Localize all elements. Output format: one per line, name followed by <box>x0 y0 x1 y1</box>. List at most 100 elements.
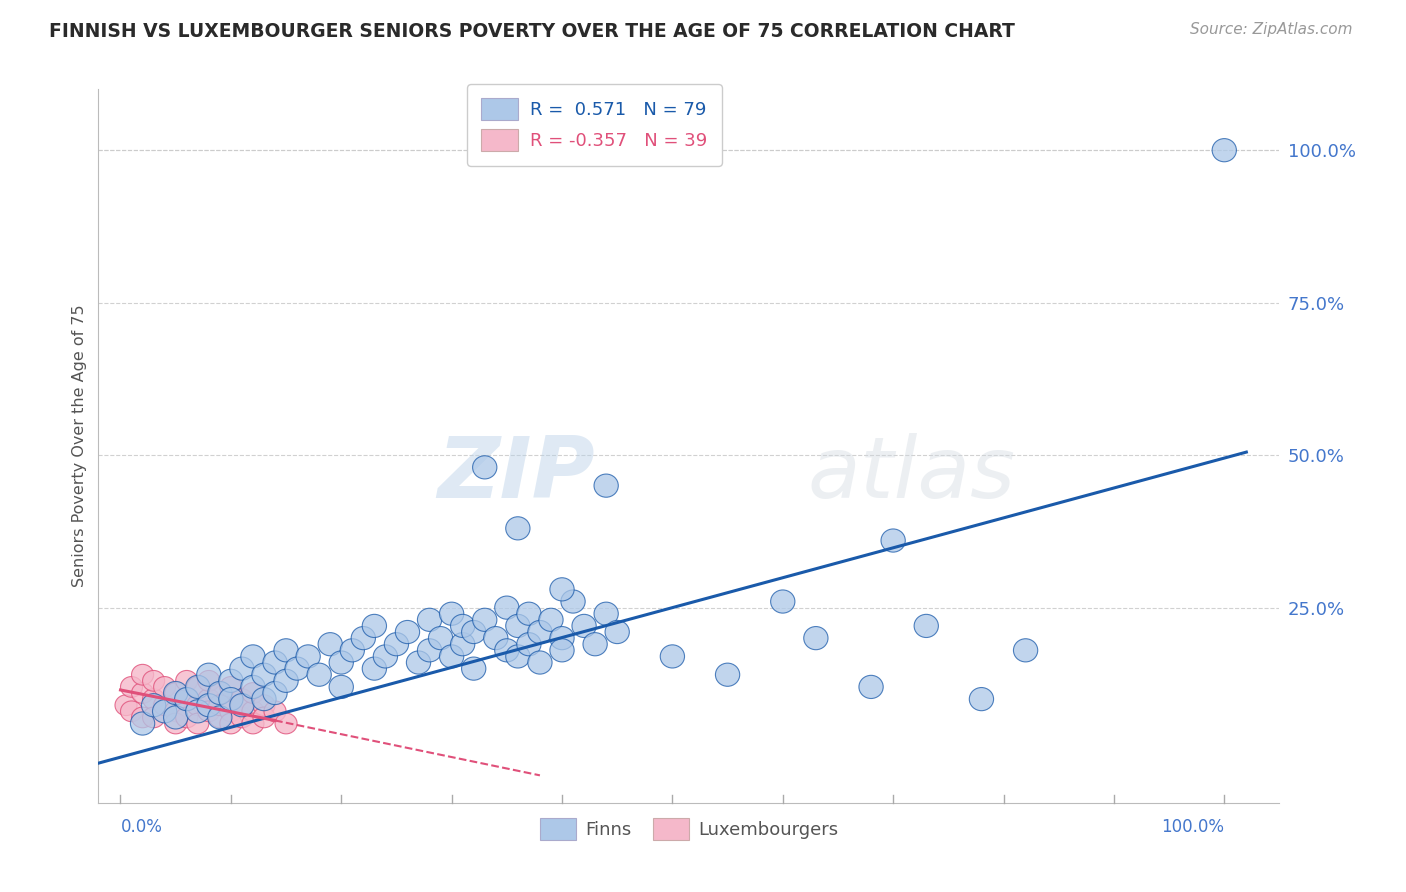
Ellipse shape <box>550 626 574 649</box>
Ellipse shape <box>484 626 508 649</box>
Text: ZIP: ZIP <box>437 433 595 516</box>
Ellipse shape <box>187 695 209 715</box>
Ellipse shape <box>142 689 165 709</box>
Ellipse shape <box>231 689 253 709</box>
Ellipse shape <box>165 682 187 704</box>
Ellipse shape <box>274 639 298 662</box>
Ellipse shape <box>176 671 198 691</box>
Ellipse shape <box>550 639 574 662</box>
Text: 100.0%: 100.0% <box>1161 818 1225 836</box>
Ellipse shape <box>373 645 398 668</box>
Ellipse shape <box>198 701 219 722</box>
Text: atlas: atlas <box>807 433 1015 516</box>
Ellipse shape <box>264 701 285 722</box>
Ellipse shape <box>231 707 253 728</box>
Ellipse shape <box>605 621 630 644</box>
Ellipse shape <box>363 615 387 638</box>
Ellipse shape <box>253 695 276 715</box>
Ellipse shape <box>131 712 155 735</box>
Ellipse shape <box>209 695 231 715</box>
Ellipse shape <box>593 474 619 497</box>
Ellipse shape <box>914 615 938 638</box>
Ellipse shape <box>165 701 187 722</box>
Ellipse shape <box>969 688 994 711</box>
Ellipse shape <box>716 663 740 686</box>
Ellipse shape <box>163 706 188 729</box>
Ellipse shape <box>242 682 264 704</box>
Ellipse shape <box>583 632 607 656</box>
Ellipse shape <box>186 699 209 723</box>
Ellipse shape <box>263 681 287 705</box>
Ellipse shape <box>593 602 619 625</box>
Ellipse shape <box>219 669 243 692</box>
Ellipse shape <box>661 645 685 668</box>
Ellipse shape <box>253 707 276 728</box>
Ellipse shape <box>132 665 153 685</box>
Ellipse shape <box>165 713 187 734</box>
Ellipse shape <box>395 621 419 644</box>
Ellipse shape <box>219 688 243 711</box>
Ellipse shape <box>384 632 409 656</box>
Ellipse shape <box>263 651 287 674</box>
Ellipse shape <box>527 651 553 674</box>
Ellipse shape <box>219 676 242 698</box>
Ellipse shape <box>882 529 905 552</box>
Ellipse shape <box>208 681 232 705</box>
Ellipse shape <box>329 675 353 698</box>
Ellipse shape <box>187 713 209 734</box>
Ellipse shape <box>859 675 883 698</box>
Ellipse shape <box>276 713 297 734</box>
Ellipse shape <box>197 663 221 686</box>
Ellipse shape <box>517 602 541 625</box>
Ellipse shape <box>219 713 242 734</box>
Ellipse shape <box>163 681 188 705</box>
Ellipse shape <box>176 689 198 709</box>
Ellipse shape <box>115 695 136 715</box>
Ellipse shape <box>506 615 530 638</box>
Text: FINNISH VS LUXEMBOURGER SENIORS POVERTY OVER THE AGE OF 75 CORRELATION CHART: FINNISH VS LUXEMBOURGER SENIORS POVERTY … <box>49 22 1015 41</box>
Text: 0.0%: 0.0% <box>121 818 162 836</box>
Ellipse shape <box>132 682 153 704</box>
Ellipse shape <box>495 639 519 662</box>
Ellipse shape <box>406 651 430 674</box>
Ellipse shape <box>240 645 266 668</box>
Ellipse shape <box>132 707 153 728</box>
Ellipse shape <box>274 669 298 692</box>
Ellipse shape <box>242 713 264 734</box>
Ellipse shape <box>538 608 564 632</box>
Ellipse shape <box>242 701 264 722</box>
Ellipse shape <box>142 707 165 728</box>
Ellipse shape <box>219 701 242 722</box>
Ellipse shape <box>561 590 585 613</box>
Ellipse shape <box>297 645 321 668</box>
Ellipse shape <box>572 615 596 638</box>
Ellipse shape <box>307 663 332 686</box>
Ellipse shape <box>363 657 387 681</box>
Ellipse shape <box>461 621 486 644</box>
Ellipse shape <box>450 632 475 656</box>
Ellipse shape <box>197 694 221 717</box>
Ellipse shape <box>429 626 453 649</box>
Ellipse shape <box>506 516 530 540</box>
Ellipse shape <box>209 707 231 728</box>
Ellipse shape <box>240 675 266 698</box>
Ellipse shape <box>550 578 574 601</box>
Ellipse shape <box>153 676 176 698</box>
Ellipse shape <box>1212 138 1236 161</box>
Y-axis label: Seniors Poverty Over the Age of 75: Seniors Poverty Over the Age of 75 <box>72 305 87 587</box>
Legend: Finns, Luxembourgers: Finns, Luxembourgers <box>533 811 845 847</box>
Ellipse shape <box>472 608 496 632</box>
Ellipse shape <box>153 695 176 715</box>
Ellipse shape <box>285 657 309 681</box>
Ellipse shape <box>340 639 364 662</box>
Ellipse shape <box>418 639 441 662</box>
Ellipse shape <box>472 456 496 479</box>
Ellipse shape <box>208 706 232 729</box>
Ellipse shape <box>229 657 254 681</box>
Ellipse shape <box>440 602 464 625</box>
Ellipse shape <box>495 596 519 619</box>
Ellipse shape <box>770 590 794 613</box>
Ellipse shape <box>318 632 342 656</box>
Ellipse shape <box>252 688 276 711</box>
Ellipse shape <box>506 645 530 668</box>
